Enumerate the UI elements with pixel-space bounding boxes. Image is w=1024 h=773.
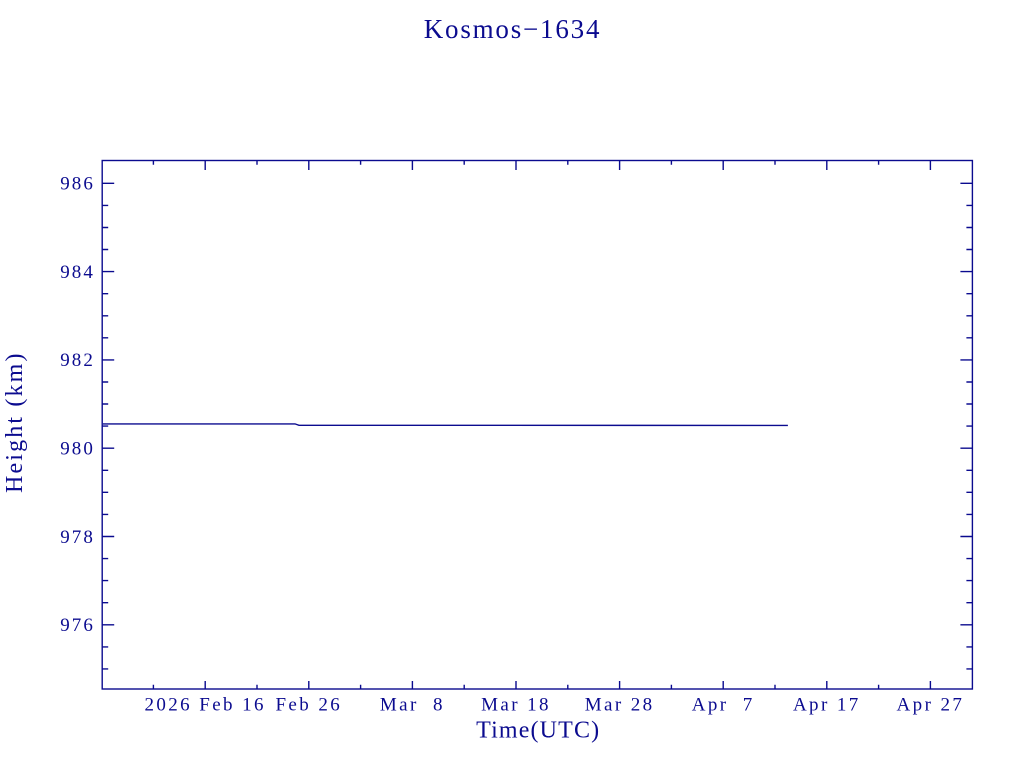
svg-text:980: 980 xyxy=(60,439,95,460)
svg-text:Apr 17: Apr 17 xyxy=(793,695,861,716)
svg-text:978: 978 xyxy=(60,527,95,548)
svg-text:Feb 26: Feb 26 xyxy=(275,695,342,716)
svg-text:Time(UTC): Time(UTC) xyxy=(476,718,600,744)
svg-text:Apr 7: Apr 7 xyxy=(692,695,755,716)
svg-text:Kosmos−1634: Kosmos−1634 xyxy=(424,14,602,44)
svg-text:Apr 27: Apr 27 xyxy=(897,695,965,716)
svg-text:Mar 8: Mar 8 xyxy=(380,695,445,716)
svg-text:Height (km): Height (km) xyxy=(2,351,28,493)
svg-text:Mar 18: Mar 18 xyxy=(481,695,551,716)
svg-text:982: 982 xyxy=(60,350,95,371)
svg-text:Mar 28: Mar 28 xyxy=(585,695,655,716)
svg-text:976: 976 xyxy=(60,615,95,636)
svg-text:984: 984 xyxy=(60,262,95,283)
svg-text:2026 Feb 16: 2026 Feb 16 xyxy=(144,695,265,716)
svg-text:986: 986 xyxy=(60,174,95,195)
